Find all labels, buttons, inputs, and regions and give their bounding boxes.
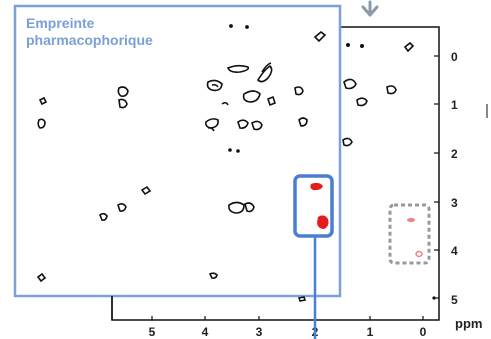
- y-tick-label: 1: [451, 98, 458, 112]
- y-tick-label: 3: [451, 196, 458, 210]
- y-tick-label: 5: [451, 293, 458, 307]
- highlight-peak: [317, 215, 329, 229]
- dashed-selection-box: [388, 203, 431, 265]
- inset-contours: [36, 24, 327, 283]
- inset-panel: [13, 4, 342, 298]
- inset-title-line2: pharmacophorique: [26, 32, 153, 48]
- y-tick-label: 4: [451, 244, 458, 258]
- y-tick-label: 0: [451, 50, 458, 64]
- faint-peak: [415, 250, 423, 258]
- faint-peak: [407, 218, 415, 222]
- x-tick-label: 4: [202, 325, 209, 339]
- inset-title-line1: Empreinte: [26, 15, 95, 31]
- inset-title: Empreinte pharmacophorique: [26, 15, 226, 49]
- highlight-peak: [310, 182, 323, 191]
- x-tick-label: 1: [367, 325, 374, 339]
- main-contours: [324, 41, 436, 300]
- y-tick-label: 2: [451, 147, 458, 161]
- x-tick-label: 5: [149, 325, 156, 339]
- ppm-unit-label: ppm: [455, 316, 482, 331]
- peak-selection-box: [293, 174, 334, 238]
- x-tick-label: 3: [256, 325, 263, 339]
- x-tick-label: 0: [420, 325, 427, 339]
- bottom-peak: [298, 296, 306, 302]
- top-arrow-icon: [361, 0, 379, 17]
